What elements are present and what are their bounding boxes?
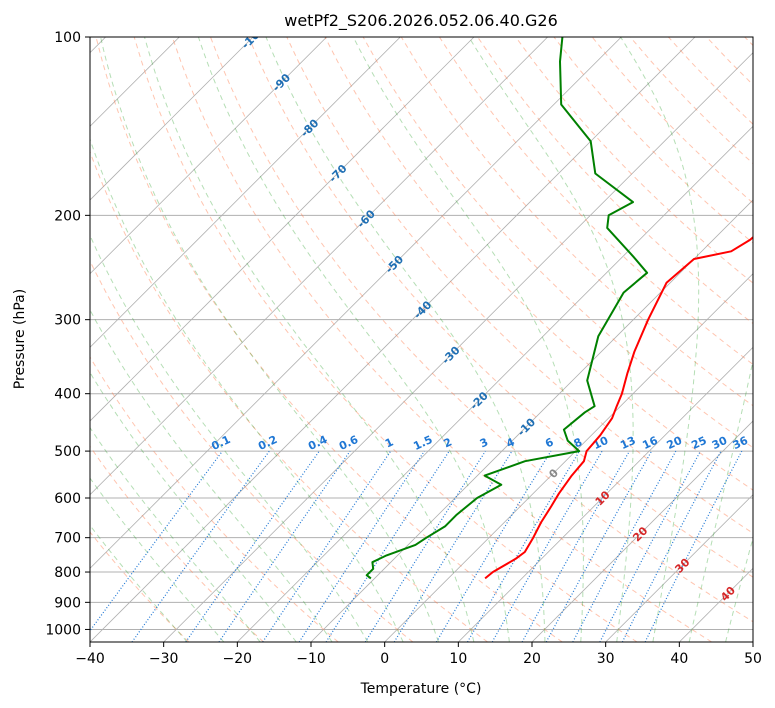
y-tick-label: 600 (54, 491, 81, 507)
isotherm-line (90, 37, 696, 642)
y-axis: 1000 900 800 700 600 500 400 300 200 100 (45, 30, 90, 638)
dry-adiabat-line (90, 150, 488, 642)
dewpoint-line (365, 37, 649, 580)
mixing-ratio-line (644, 450, 743, 642)
isotherm-line (90, 37, 475, 422)
mixing-ratio-line (466, 450, 580, 642)
dry-adiabat-line (286, 37, 753, 534)
mixing-ratio-line (298, 450, 425, 642)
isotherm-line (163, 52, 753, 642)
dry-adiabat-line (90, 259, 414, 642)
x-tick-label: 10 (449, 651, 467, 667)
dry-adiabat-line (210, 37, 753, 623)
dry-adiabat-line (90, 445, 264, 642)
moist-adiabat-line (90, 234, 369, 642)
moist-adiabat-line (144, 37, 475, 642)
moist-adiabat-line (90, 477, 225, 642)
mixing-ratio-line (599, 450, 702, 642)
dry-adiabat-line (90, 531, 190, 642)
mixing-ratio-line (621, 450, 722, 642)
mixing-ratio-line (90, 450, 223, 632)
x-tick-label: −40 (75, 651, 105, 667)
isotherm-line (458, 346, 753, 642)
y-tick-label: 400 (54, 387, 81, 403)
dry-adiabat-line (515, 37, 753, 284)
mixing-ratio-label: 36 (731, 434, 751, 452)
moist-adiabat-line (265, 37, 546, 642)
y-tick-label: 300 (54, 313, 81, 329)
isotherm-line (237, 125, 753, 642)
dry-adiabat-line (133, 37, 638, 642)
x-tick-label: 30 (597, 651, 615, 667)
isotherm-line (605, 494, 753, 642)
mixing-ratio-label: 16 (640, 434, 660, 452)
x-axis-title: Temperature (°C) (360, 681, 482, 697)
mixing-ratio-line (325, 450, 450, 642)
y-tick-label: 700 (54, 531, 81, 547)
mixing-ratio-line (393, 450, 513, 642)
y-tick-label: 1000 (45, 622, 81, 638)
isotherm-line (90, 37, 327, 275)
y-tick-label: 900 (54, 595, 81, 611)
x-tick-label: 0 (380, 651, 389, 667)
dry-adiabat-line (90, 356, 339, 642)
chart-title: wetPf2_S206.2026.052.06.40.G26 (284, 11, 558, 31)
x-tick-label: 50 (744, 651, 762, 667)
moist-adiabat-line (352, 37, 584, 642)
moist-adiabat-line (90, 426, 261, 642)
x-tick-label: −10 (296, 651, 326, 667)
isotherm-line (90, 37, 622, 569)
y-tick-label: 800 (54, 565, 81, 581)
moist-adiabat-line (90, 371, 297, 642)
x-axis: −40 −30 −20 −10 0 10 20 30 40 50 (75, 642, 762, 667)
mixing-ratio-label: 20 (665, 434, 685, 452)
isotherm-line (384, 273, 753, 642)
x-tick-label: 20 (523, 651, 541, 667)
mixing-ratio-label: 13 (618, 434, 637, 452)
y-tick-label: 100 (54, 30, 81, 46)
moist-adiabat-line (90, 137, 404, 642)
isotherm-line (310, 199, 753, 642)
moist-adiabat-line (468, 37, 634, 642)
mixing-ratio-line (262, 450, 392, 642)
y-tick-label: 200 (54, 208, 81, 224)
plot-frame (89, 36, 754, 643)
isotherm-line (531, 420, 753, 642)
mixing-ratio-label: 30 (710, 434, 730, 452)
x-tick-label: 40 (670, 651, 688, 667)
y-tick-label: 500 (54, 444, 81, 460)
mixing-ratio-label: 25 (689, 434, 708, 452)
dry-adiabat-line (438, 37, 753, 366)
isotherm-line (90, 37, 548, 496)
moist-adiabat-line (90, 524, 188, 642)
y-axis-title: Pressure (hPa) (12, 289, 28, 389)
mixing-ratio-line (131, 450, 270, 642)
moist-adiabat-line (620, 37, 700, 642)
dry-adiabat-line (400, 37, 753, 407)
mixing-ratio-line (545, 450, 653, 642)
profile-lines (365, 37, 753, 580)
x-tick-label: −30 (149, 651, 179, 667)
x-tick-label: −20 (223, 651, 253, 667)
dry-adiabat-line (248, 37, 753, 578)
dry-adiabat-line (95, 37, 563, 642)
isotherm-line (90, 37, 254, 201)
mixing-ratio-line (364, 450, 486, 642)
isotherm-line (90, 37, 401, 348)
mixing-ratio-label: 10 (591, 434, 611, 452)
moist-adiabat-line (100, 37, 439, 642)
mixing-ratio-line (435, 450, 552, 642)
temperature-line (484, 235, 753, 580)
